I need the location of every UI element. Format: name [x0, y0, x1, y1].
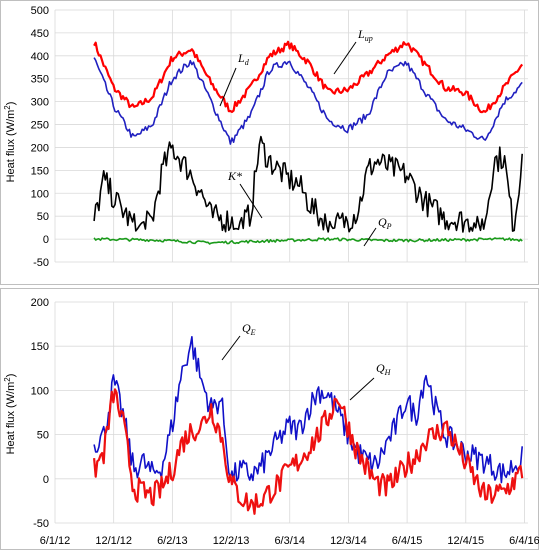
annotation-q-h-arrow	[349, 377, 375, 401]
series-line-l-d	[93, 57, 523, 145]
bottom-gridlines	[54, 301, 528, 524]
x-tick-label: 12/3/14	[330, 535, 367, 547]
top-y-tick-label: 0	[43, 234, 49, 246]
bottom-y-tick-label: 50	[37, 430, 49, 442]
x-tick-label: 6/2/13	[157, 535, 188, 547]
annotation-k-star-arrow	[239, 183, 263, 219]
annotation-q-e-arrow	[221, 335, 241, 361]
x-tick-label: 6/4/15	[392, 535, 423, 547]
annotation-l-d-label: Ld	[237, 51, 250, 67]
x-tick-label: 12/2/13	[213, 535, 250, 547]
top-y-tick-label: 150	[31, 165, 49, 177]
top-y-tick-label: 50	[37, 211, 49, 223]
x-tick-label: 6/4/16	[509, 535, 539, 547]
top-y-tick-label: 500	[31, 5, 49, 17]
top-y-tick-labels: -50 0 50 100 150 200 250 300 350 400 450 500	[31, 5, 49, 269]
annotation-k-star: K*	[227, 169, 263, 219]
top-y-tick-label: 350	[31, 74, 49, 86]
bottom-y-tick-labels: -50 0 50 100 150 200	[31, 297, 49, 530]
annotation-l-up: Lup	[333, 27, 373, 75]
bottom-y-tick-label: 0	[43, 474, 49, 486]
series-line-l-up	[93, 40, 524, 114]
annotation-l-d-arrow	[219, 67, 237, 107]
annotation-q-e: QE	[221, 321, 256, 361]
top-series-lines	[93, 40, 524, 245]
annotation-l-d: Ld	[219, 51, 250, 107]
bottom-y-tick-label: 150	[31, 341, 49, 353]
top-y-axis-label: Heat flux (W/m2)	[3, 102, 18, 183]
bottom-y-tick-label: -50	[33, 518, 49, 530]
series-line-q-h	[93, 388, 524, 515]
top-y-tick-label: 300	[31, 97, 49, 109]
series-line-q-e	[93, 335, 523, 484]
bottom-y-axis-label: Heat flux (W/m2)	[3, 374, 18, 455]
top-gridlines	[54, 9, 528, 263]
top-y-tick-label: 400	[31, 51, 49, 63]
bottom-panel: -50 0 50 100 150 200 6/1/12 12/1/12 6/2/13 12/2/…	[0, 288, 539, 550]
series-line-k-star	[93, 135, 523, 233]
annotation-q-h: QH	[349, 361, 392, 401]
x-tick-label: 6/1/12	[40, 535, 71, 547]
bottom-y-tick-label: 100	[31, 385, 49, 397]
annotation-k-star-label: K*	[227, 169, 242, 183]
annotation-q-e-label: QE	[242, 321, 256, 337]
top-y-tick-label: -50	[33, 257, 49, 269]
bottom-panel-frame	[0, 288, 539, 550]
x-tick-label: 12/4/15	[447, 535, 484, 547]
annotation-q-h-label: QH	[376, 361, 392, 377]
top-y-tick-label: 100	[31, 188, 49, 200]
x-tick-label: 12/1/12	[95, 535, 132, 547]
annotation-q-p-arrow	[363, 227, 377, 247]
top-panel: -50 0 50 100 150 200 250 300 350 400 450 500 Heat f…	[0, 0, 539, 285]
top-y-tick-label: 200	[31, 142, 49, 154]
annotation-q-p-label: QP	[378, 215, 392, 231]
bottom-x-tick-labels: 6/1/12 12/1/12 6/2/13 12/2/13 6/3/14 12/3/14 6…	[40, 535, 539, 547]
top-y-tick-label: 450	[31, 28, 49, 40]
top-y-tick-label: 250	[31, 120, 49, 132]
x-tick-label: 6/3/14	[274, 535, 305, 547]
bottom-series-lines	[93, 335, 524, 515]
annotation-l-up-label: Lup	[357, 27, 373, 43]
annotation-l-up-arrow	[333, 41, 357, 75]
annotation-q-p: QP	[363, 215, 392, 247]
bottom-y-tick-label: 200	[31, 297, 49, 309]
series-line-q-p	[93, 237, 523, 245]
